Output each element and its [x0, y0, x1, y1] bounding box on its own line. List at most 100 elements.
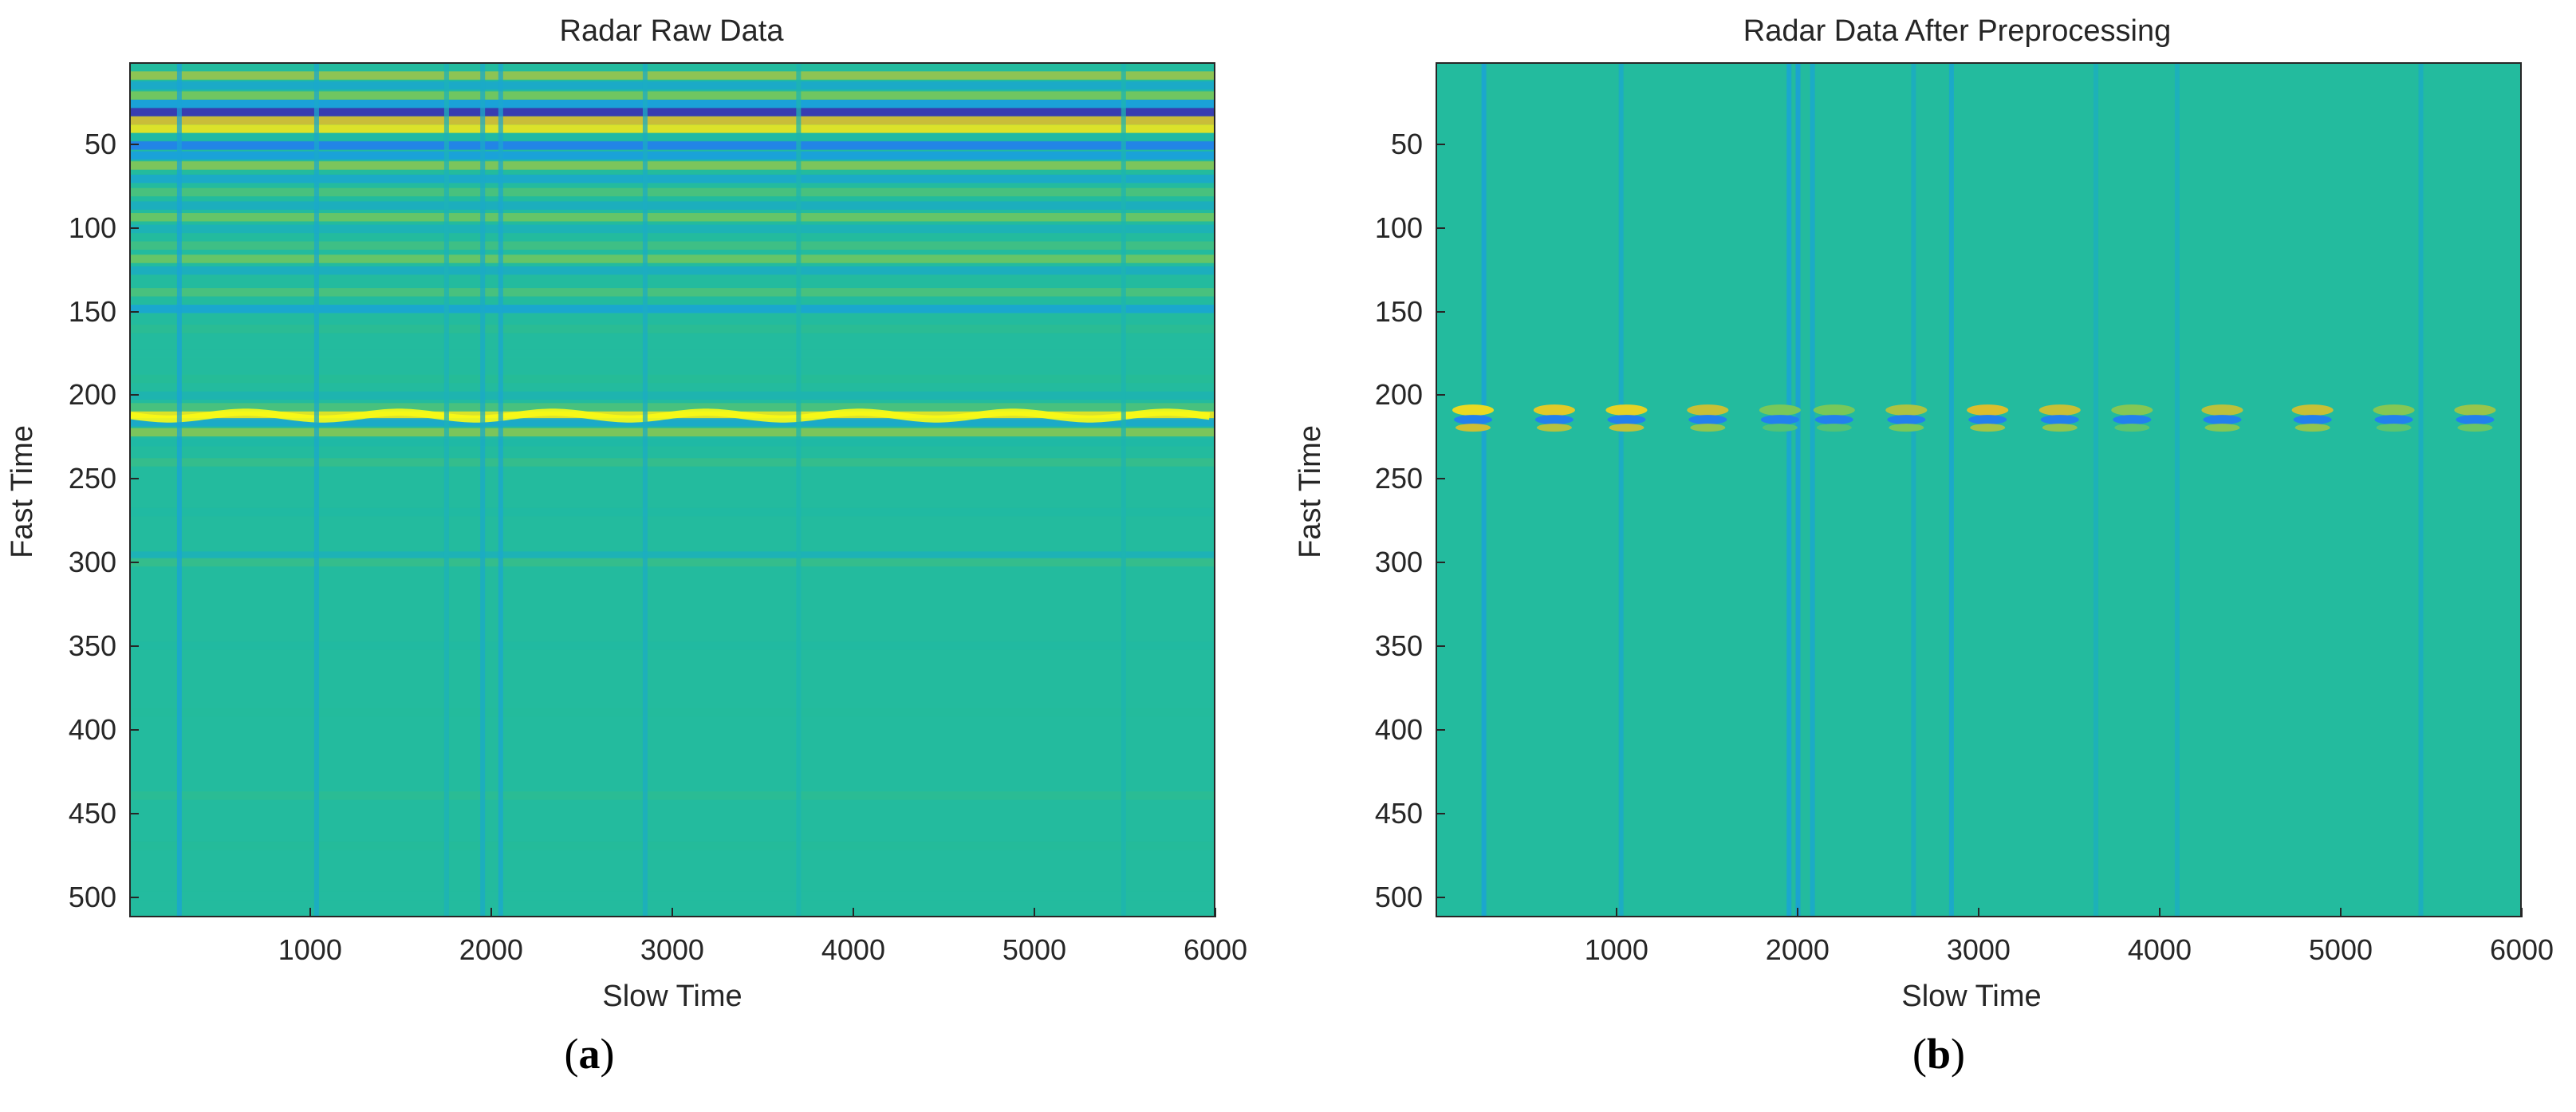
- heatmap-band: [131, 266, 1214, 275]
- y-tick-label: 400: [68, 713, 116, 747]
- heatmap-pulse: [1816, 424, 1852, 432]
- y-tick-mark: [1436, 227, 1445, 229]
- heatmap-pulse: [1687, 404, 1729, 416]
- y-tick-label: 500: [68, 880, 116, 913]
- y-tick-mark: [1436, 562, 1445, 564]
- heatmap-band: [131, 213, 1214, 222]
- heatmap-pulse: [2204, 424, 2240, 432]
- heatmap-pulse: [1609, 424, 1644, 432]
- x-tick-label: 2000: [459, 933, 523, 966]
- heatmap-streak: [642, 64, 648, 916]
- x-tick-label: 6000: [1183, 933, 1248, 966]
- y-tick-label: 300: [1374, 546, 1423, 579]
- y-tick-mark: [129, 896, 139, 898]
- y-tick-label: 250: [68, 462, 116, 495]
- heatmap-pulse: [1455, 424, 1491, 432]
- heatmap-pulse: [2376, 424, 2412, 432]
- heatmap-pulse: [1536, 424, 1572, 432]
- heatmap-pulse: [1690, 424, 1726, 432]
- heatmap-pulse: [1967, 404, 2009, 416]
- chart-panel-a: Radar Raw Data Fast Time 50 100 150 200 250 3…: [6, 14, 1248, 1078]
- figure-caption: (a): [564, 1030, 615, 1078]
- x-tick-label: 6000: [2489, 933, 2554, 966]
- heatmap-pulse: [2111, 404, 2153, 416]
- heatmap-band: [131, 374, 1214, 384]
- y-tick-mark: [1436, 478, 1445, 480]
- heatmap-pulse: [1759, 404, 1801, 416]
- heatmap-pulse-trough: [1814, 415, 1853, 425]
- heatmap-band: [131, 99, 1214, 108]
- heatmap-band: [131, 458, 1214, 467]
- y-tick-label: 450: [68, 796, 116, 830]
- heatmap-band: [131, 254, 1214, 263]
- heatmap-streak: [2093, 64, 2099, 916]
- heatmap-streak: [1786, 64, 1792, 916]
- heatmap-band: [131, 124, 1214, 133]
- heatmap-band: [131, 708, 1214, 717]
- y-axis-label: Fast Time: [1293, 425, 1327, 558]
- x-tick-label: 5000: [2308, 933, 2373, 966]
- x-tick-mark: [490, 908, 492, 917]
- x-tick-label: 3000: [1946, 933, 2011, 966]
- heatmap-streak: [1948, 64, 1954, 916]
- heatmap-band: [131, 391, 1214, 400]
- chart-panel-b: Radar Data After Preprocessing Fast Time…: [1288, 0, 2576, 1112]
- heatmap-pulse-trough: [1968, 415, 2007, 425]
- y-tick-mark: [129, 394, 139, 396]
- heatmap-pulse: [2454, 404, 2496, 416]
- heatmap-streak: [2418, 64, 2424, 916]
- heatmap-streak: [443, 64, 449, 916]
- heatmap-pulse: [1762, 424, 1798, 432]
- heatmap-pulse: [1533, 404, 1575, 416]
- y-tick-mark: [1436, 645, 1445, 648]
- y-tick-label: 50: [1390, 127, 1423, 160]
- heatmap-pulse: [2042, 424, 2078, 432]
- heatmap-streak: [1911, 64, 1916, 916]
- heatmap-pulse: [1452, 404, 1495, 416]
- heatmap-pulse: [2114, 424, 2150, 432]
- heatmap-band: [131, 174, 1214, 183]
- y-tick-label: 500: [1374, 880, 1423, 913]
- y-tick-label: 250: [1374, 462, 1423, 495]
- heatmap-pulse: [1889, 424, 1924, 432]
- heatmap-pulse-trough: [2113, 415, 2152, 425]
- heatmap-pulse-trough: [1454, 415, 1493, 425]
- heatmap-streak: [1481, 64, 1487, 916]
- x-tick-label: 5000: [1002, 933, 1066, 966]
- figure-caption: (b): [1912, 1030, 1966, 1078]
- x-tick-mark: [1615, 908, 1617, 917]
- x-tick-mark: [1215, 908, 1216, 917]
- heatmap-band: [131, 641, 1214, 650]
- heatmap-pulse-trough: [1607, 415, 1646, 425]
- heatmap-pulse-trough: [1534, 415, 1574, 425]
- x-tick-mark: [2158, 908, 2160, 917]
- heatmap-band: [131, 841, 1214, 850]
- y-tick-mark: [129, 729, 139, 731]
- heatmap-pulse: [2294, 424, 2330, 432]
- heatmap-streak: [1795, 64, 1801, 916]
- heatmap-pulse: [2038, 404, 2081, 416]
- x-tick-label: 4000: [2127, 933, 2192, 966]
- heatmap-band: [131, 132, 1214, 142]
- heatmap-band: [131, 161, 1214, 170]
- heatmap-streak: [313, 64, 319, 916]
- heatmap-band: [131, 201, 1214, 210]
- heatmap-pulse-trough: [2040, 415, 2079, 425]
- heatmap-pulse: [2201, 404, 2243, 416]
- y-tick-mark: [1436, 729, 1445, 731]
- heatmap-band: [131, 403, 1214, 412]
- heatmap-svg: [131, 64, 1214, 916]
- heatmap-band: [131, 187, 1214, 197]
- heatmap-band: [131, 81, 1214, 90]
- y-tick-mark: [1436, 310, 1445, 313]
- y-tick-label: 200: [1374, 378, 1423, 412]
- heatmap-band: [131, 305, 1214, 313]
- y-tick-label: 350: [1374, 629, 1423, 663]
- heatmap-band: [131, 558, 1214, 567]
- heatmap-band: [131, 349, 1214, 358]
- y-tick-mark: [129, 143, 139, 145]
- x-tick-label: 2000: [1765, 933, 1830, 966]
- y-tick-mark: [129, 645, 139, 648]
- heatmap-band: [131, 507, 1214, 517]
- y-tick-mark: [1436, 896, 1445, 898]
